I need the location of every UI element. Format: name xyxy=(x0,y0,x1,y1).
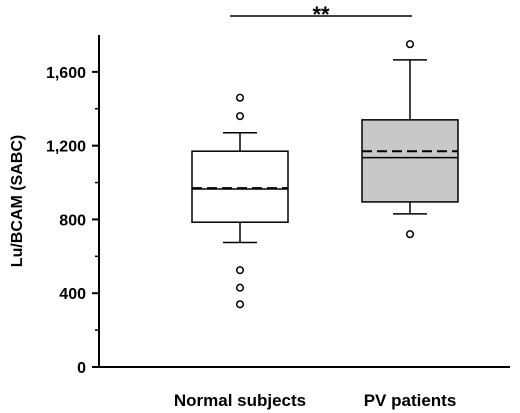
category-label: Normal subjects xyxy=(174,391,306,410)
y-tick-label: 1,600 xyxy=(46,65,86,82)
outlier-point xyxy=(235,283,245,292)
significance-annotation: ** xyxy=(230,2,412,27)
box-plots xyxy=(191,40,459,309)
box-plot xyxy=(361,40,459,239)
y-ticks: 0 400 800 1,200 1,600 xyxy=(46,65,99,377)
y-tick-label: 0 xyxy=(77,360,86,377)
significance-label: ** xyxy=(312,2,330,27)
outlier-point xyxy=(235,112,245,121)
y-tick-label: 400 xyxy=(59,286,86,303)
box-iqr xyxy=(191,150,289,223)
category-labels: Normal subjects PV patients xyxy=(174,391,456,410)
y-axis-title: Lu/BCAM (SABC) xyxy=(9,135,26,267)
y-tick-label: 800 xyxy=(59,212,86,229)
category-label: PV patients xyxy=(364,391,457,410)
y-tick-label: 1,200 xyxy=(46,139,86,156)
box-iqr xyxy=(361,119,459,203)
outlier-point xyxy=(235,266,245,275)
outlier-point xyxy=(235,300,245,309)
outlier-point xyxy=(235,93,245,102)
outlier-point xyxy=(405,40,415,49)
outlier-point xyxy=(405,230,415,239)
box-plot xyxy=(191,93,289,309)
chart-axes: 0 400 800 1,200 1,600 xyxy=(46,35,510,377)
